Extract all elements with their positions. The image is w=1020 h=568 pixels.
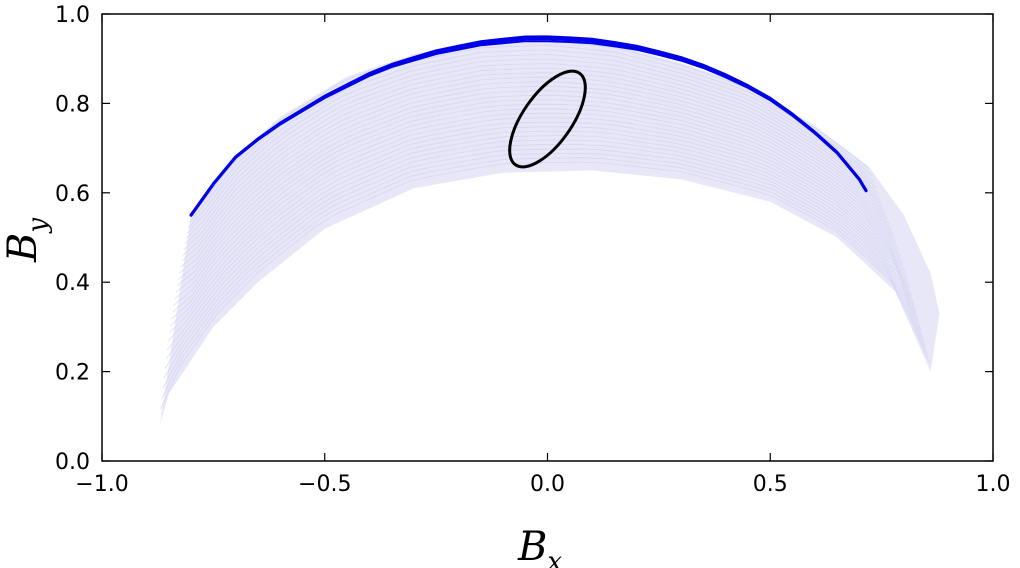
ensemble-trajectory: [173, 108, 904, 306]
main-trajectory: [189, 35, 868, 217]
y-axis-label-sub: y: [23, 218, 53, 234]
ensemble-trajectory: [175, 99, 899, 293]
ensemble-trajectory: [160, 161, 930, 410]
x-tick-label: 1.0: [976, 472, 1011, 497]
ellipse-contour: [508, 69, 587, 169]
ensemble-trajectory: [163, 148, 924, 379]
ellipse-layer: [508, 69, 587, 169]
ensemble-trajectory: [170, 121, 910, 327]
main-trajectory-line: [190, 40, 867, 217]
y-tick-label: 0.4: [55, 271, 90, 296]
ensemble-trajectory: [165, 139, 919, 360]
y-axis-label: By: [0, 218, 53, 263]
ensemble-trajectory: [171, 117, 908, 320]
x-axis-label: Bx: [517, 524, 562, 568]
ensemble-trajectory: [181, 76, 888, 262]
y-tick-label: 0.2: [55, 361, 90, 386]
ensemble-trajectory: [183, 67, 884, 250]
y-axis: 0.0 0.2 0.4 0.6 0.8 1.0: [55, 3, 993, 475]
y-tick-label: 0.0: [55, 450, 90, 475]
ensemble-trajectory: [168, 130, 915, 342]
ensemble-trajectory: [184, 63, 881, 245]
ensemble-trajectory: [182, 72, 886, 256]
ensemble-trajectory: [164, 144, 921, 369]
ensemble-trajectory: [174, 103, 901, 299]
ensemble-trajectory: [180, 81, 890, 268]
y-tick-label: 0.8: [55, 92, 90, 117]
ensemble-trajectory: [172, 112, 906, 313]
x-axis-label-sub: x: [547, 547, 562, 568]
ensemble-trajectory: [169, 126, 913, 334]
ensemble-trajectory: [185, 58, 879, 239]
y-tick-label: 1.0: [55, 3, 90, 28]
x-tick-label: −0.5: [298, 472, 351, 497]
ensemble-trajectory: [179, 85, 892, 274]
x-tick-label: 0.0: [530, 472, 565, 497]
x-axis-label-base: B: [517, 524, 547, 568]
x-tick-label: 0.5: [753, 472, 788, 497]
ensemble-trajectory: [178, 90, 895, 280]
y-axis-label-base: B: [0, 233, 46, 263]
ensemble-trajectory: [186, 54, 877, 234]
y-tick-label: 0.6: [55, 182, 90, 207]
x-axis: −1.0 −0.5 0.0 0.5 1.0: [75, 14, 1011, 497]
ensemble-trajectory: [188, 49, 875, 229]
ensemble-trajectory: [162, 152, 926, 389]
main-trajectory-line: [190, 35, 867, 216]
ensemble-trajectory: [166, 135, 917, 351]
ensemble-band: [159, 38, 940, 426]
x-tick-label: −1.0: [75, 472, 128, 497]
